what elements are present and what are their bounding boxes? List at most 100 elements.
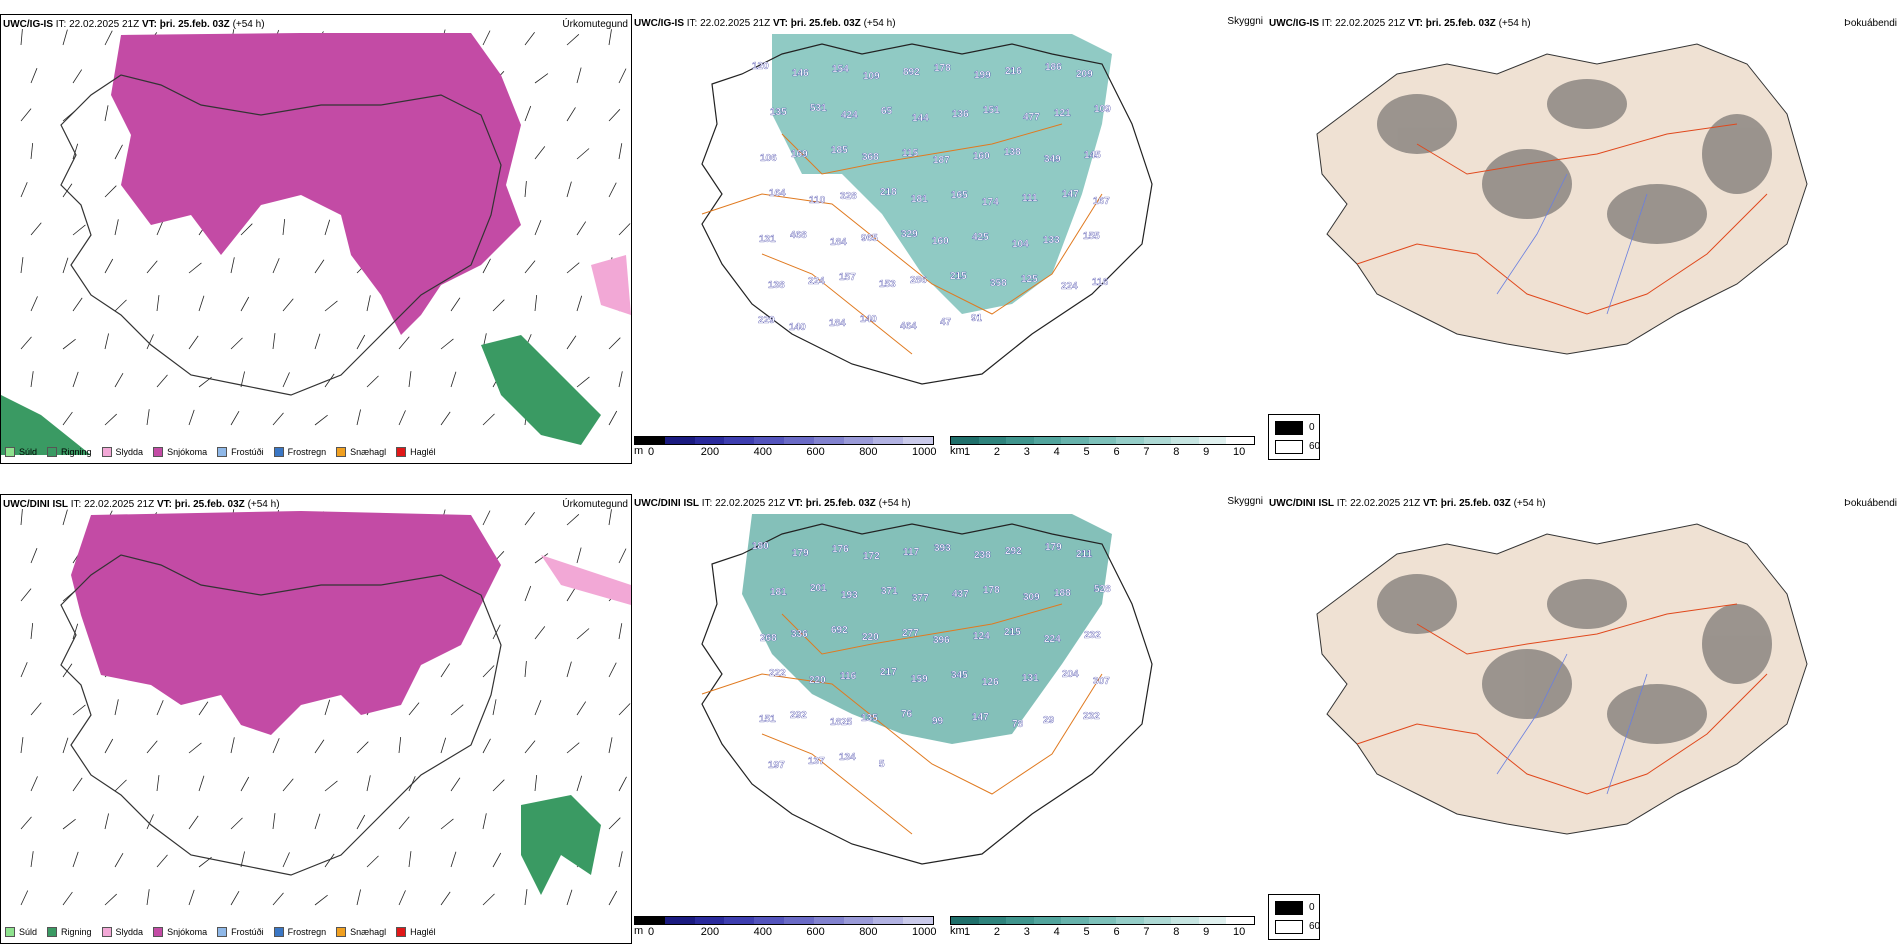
- wind-barb: [30, 776, 38, 792]
- fog-index-map-bottom: [1316, 523, 1808, 835]
- colorbar-segment: [813, 917, 844, 924]
- colorbar-segment: [978, 917, 1007, 924]
- wind-barb: [366, 775, 371, 792]
- wind-barb: [492, 852, 502, 868]
- legend-label: Rigning: [61, 447, 92, 457]
- wind-barb: [272, 738, 280, 754]
- wind-barb: [618, 776, 627, 792]
- legend-label: Slydda: [115, 927, 144, 937]
- colorbar-tick-label: 800: [859, 446, 878, 458]
- wind-barb: [566, 587, 576, 602]
- valid-time: þri. 25.feb. 03Z: [174, 499, 245, 510]
- init-time: 22.02.2025 21Z: [1350, 498, 1421, 509]
- cloudbase-label: 186: [1045, 62, 1062, 73]
- wind-barb: [230, 890, 240, 906]
- cloudbase-label: 292: [790, 710, 807, 721]
- cloudbase-label: 477: [1023, 112, 1040, 123]
- road-network: [701, 603, 1103, 835]
- cloudbase-label: 159: [911, 674, 928, 685]
- precip-type-legend: Súld Rigning Slydda Snjókoma Frostúði Frostre…: [5, 927, 436, 937]
- colorbar-segment: [1143, 917, 1172, 924]
- wind-barb: [618, 223, 631, 236]
- cloudbase-label: 211: [1076, 549, 1093, 560]
- fog-index-panel-top: UWC/IG-IS IT: 22.02.2025 21Z VT: þri. 25…: [1267, 14, 1900, 464]
- wind-barb: [272, 333, 276, 350]
- colorbar-tick-label: 3: [1023, 926, 1030, 938]
- colorbar-segment: [1088, 917, 1117, 924]
- wind-barb: [492, 299, 505, 312]
- cloudbase-label: 109: [1094, 104, 1111, 115]
- lead-time: (+54 h): [878, 498, 911, 509]
- cloudbase-label: 160: [932, 236, 949, 247]
- cloudbase-label: 174: [982, 197, 999, 208]
- colorbar-gradient: [634, 436, 934, 445]
- colorbar-tick-label: 7: [1143, 446, 1150, 458]
- wind-barb: [408, 371, 412, 388]
- wind-barb: [30, 623, 34, 640]
- wind-barb: [20, 29, 23, 46]
- wind-barb: [72, 69, 83, 84]
- wind-barb: [608, 109, 621, 122]
- cloudbase-label: 138: [768, 280, 785, 291]
- wind-barb: [20, 257, 24, 274]
- wind-barb: [534, 700, 542, 716]
- colorbar-tick-label: 10: [1233, 446, 1246, 458]
- init-time: 22.02.2025 21Z: [715, 498, 786, 509]
- wind-barb: [272, 813, 276, 830]
- wind-barb: [356, 889, 361, 906]
- wind-barb: [608, 337, 621, 350]
- cloudbase-label: 180: [752, 541, 769, 552]
- colorbar-segment: [873, 917, 904, 924]
- wind-barb: [576, 775, 583, 792]
- cloudbase-label: 229: [758, 315, 775, 326]
- rain-area-east: [481, 335, 601, 445]
- colorbar-segment: [1198, 437, 1227, 444]
- wind-barb: [114, 779, 127, 792]
- cloudbase-label: 238: [974, 550, 991, 561]
- wind-barb: [198, 775, 205, 792]
- colorbar-tick-label: 800: [859, 926, 878, 938]
- panel-title: Úrkomutegund: [562, 499, 628, 510]
- wind-barb: [104, 893, 117, 906]
- precip-type-map-top: [1, 29, 631, 455]
- cloudbase-label: 224: [1044, 634, 1061, 645]
- model-name: UWC/IG-IS: [1269, 18, 1319, 29]
- wind-barb: [576, 67, 582, 84]
- colorbar-segment: [783, 437, 814, 444]
- cloudbase-label: 151: [759, 714, 776, 725]
- road-network: [701, 123, 1103, 355]
- wind-barb: [62, 509, 68, 526]
- wind-barb: [188, 409, 195, 426]
- colorbar-tick-label: 2: [993, 926, 1000, 938]
- colorbar-unit: km: [950, 925, 965, 937]
- cloudbase-labels: 120 146 154 109 892 178 199 216 186 209 135 531 424 6…: [752, 61, 1111, 333]
- cloudbase-label: 47: [940, 317, 952, 328]
- wind-barb: [534, 626, 546, 640]
- colorbar-tick-label: 1000: [912, 926, 937, 938]
- legend-label: Frostúði: [231, 447, 264, 457]
- cloudbase-label: 188: [1054, 588, 1071, 599]
- colorbar-tick-label: 4: [1053, 446, 1060, 458]
- precip-type-map-bottom: [20, 509, 631, 906]
- fog-legend-white-swatch: [1275, 920, 1303, 934]
- wind-barb: [398, 336, 410, 350]
- cloudbase-label: 125: [1021, 274, 1038, 285]
- wind-barb: [314, 333, 321, 350]
- colorbar-segment: [783, 917, 814, 924]
- wind-barb: [62, 183, 73, 198]
- fog-legend-white-value: 60: [1309, 441, 1321, 452]
- colorbar-segment: [1116, 917, 1144, 924]
- wind-barb: [104, 813, 109, 830]
- wind-barb: [356, 409, 361, 426]
- wind-barb: [188, 742, 202, 754]
- wind-barb: [20, 336, 32, 350]
- wind-barb: [72, 777, 83, 792]
- wind-barb: [324, 219, 331, 236]
- colorbar-tick-label: 7: [1143, 926, 1150, 938]
- wind-barb: [30, 548, 38, 564]
- cloudbase-label: 349: [1044, 154, 1061, 165]
- cloudbase-label: 169: [791, 149, 808, 160]
- cloudbase-label: 199: [974, 70, 991, 81]
- snow-area: [111, 33, 521, 335]
- wind-barb: [534, 553, 549, 564]
